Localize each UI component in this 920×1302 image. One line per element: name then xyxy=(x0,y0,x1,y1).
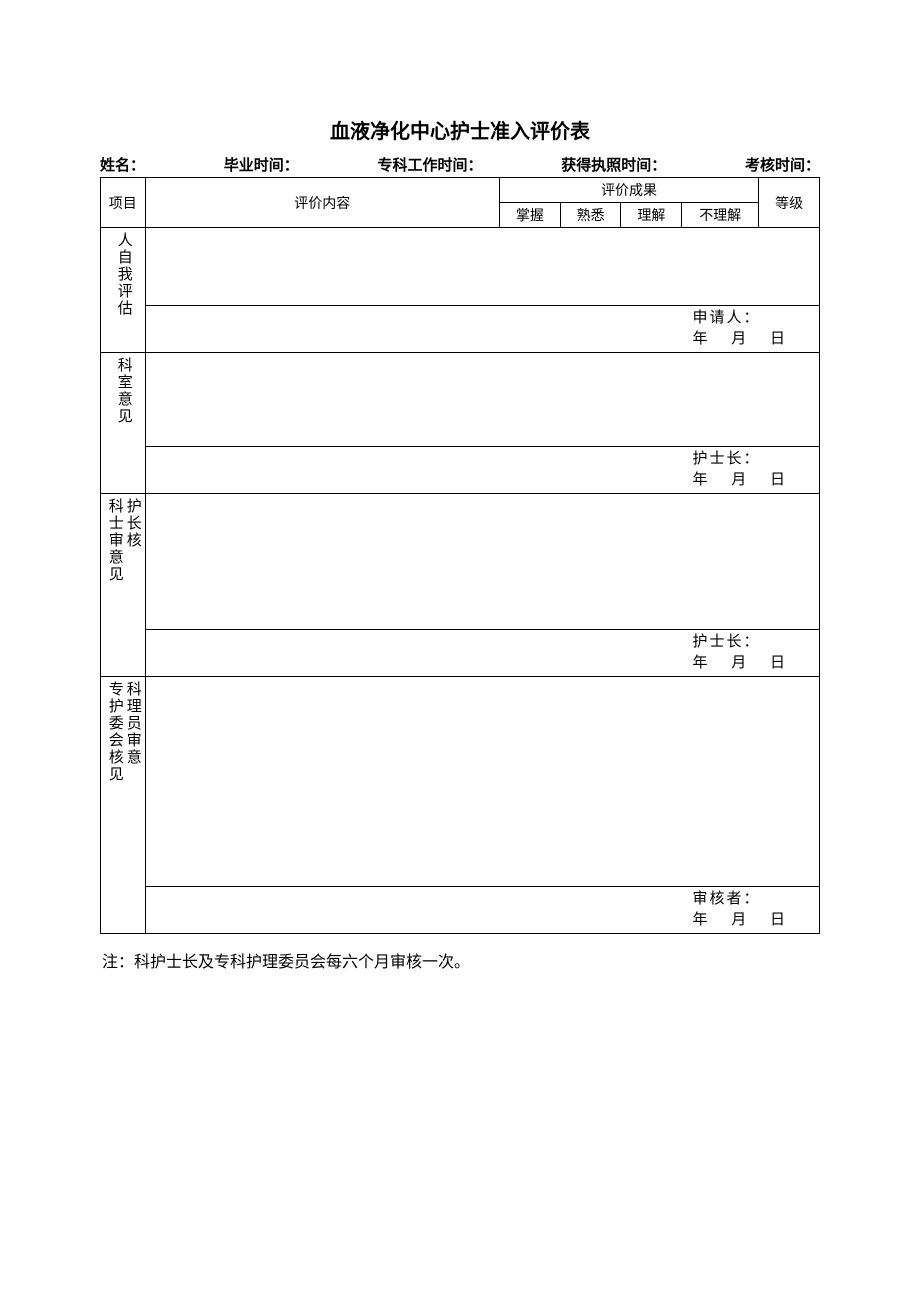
section-dept-label: 科室意见 xyxy=(101,353,146,494)
section-self-label: 人自我评估 xyxy=(101,228,146,353)
header-understand: 理解 xyxy=(621,203,682,228)
section-committee-signature: 审核者： 年 月 日 xyxy=(145,887,819,934)
header-familiar: 熟悉 xyxy=(560,203,621,228)
header-grade: 等级 xyxy=(759,178,820,228)
assess-label: 考核时间： xyxy=(745,154,820,175)
header-project: 项目 xyxy=(101,178,146,228)
section-dept-signature: 护士长： 年 月 日 xyxy=(145,447,819,494)
grad-label: 毕业时间： xyxy=(224,154,299,175)
section-dept-content xyxy=(145,353,819,447)
header-master: 掌握 xyxy=(499,203,560,228)
document-title: 血液净化中心护士准入评价表 xyxy=(100,115,820,144)
license-label: 获得执照时间： xyxy=(561,154,666,175)
footer-note: 注：科护士长及专科护理委员会每六个月审核一次。 xyxy=(102,948,820,972)
section-committee-label: 专护委会核见科理员审意 xyxy=(101,677,146,934)
section-headnurse-signature: 护士长： 年 月 日 xyxy=(145,630,819,677)
header-not-understand: 不理解 xyxy=(682,203,759,228)
work-label: 专科工作时间： xyxy=(377,154,482,175)
info-row: 姓名： 毕业时间： 专科工作时间： 获得执照时间： 考核时间： xyxy=(100,154,820,175)
section-headnurse-label: 科士审意见护长核 xyxy=(101,494,146,677)
name-label: 姓名： xyxy=(100,154,145,175)
header-eval-result: 评价成果 xyxy=(499,178,758,203)
section-headnurse-content xyxy=(145,494,819,630)
section-self-signature: 申请人： 年 月 日 xyxy=(145,306,819,353)
section-self-content xyxy=(145,228,819,306)
evaluation-table: 项目 评价内容 评价成果 等级 掌握 熟悉 理解 不理解 人自我评估 申请人： … xyxy=(100,177,820,934)
section-committee-content xyxy=(145,677,819,887)
header-eval-content: 评价内容 xyxy=(145,178,499,228)
